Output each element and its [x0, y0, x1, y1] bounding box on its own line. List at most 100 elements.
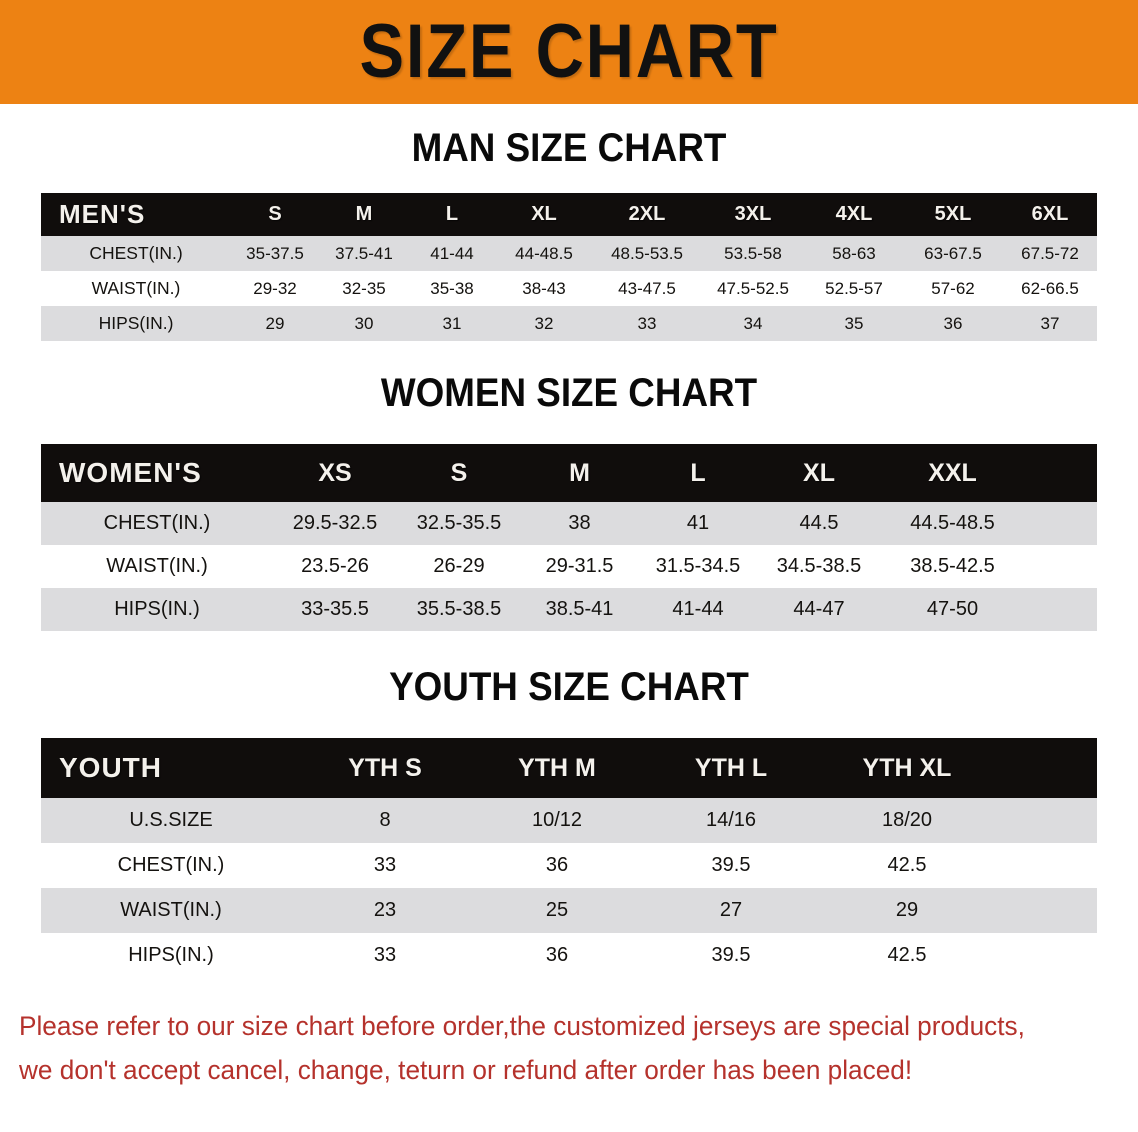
man-col-header: 2XL	[628, 203, 666, 225]
cell: 48.5-53.5	[593, 236, 701, 271]
table-row: U.S.SIZE 8 10/12 14/16 18/20	[41, 798, 1097, 843]
cell: 29-32	[231, 271, 319, 306]
row-label: WAIST(IN.)	[41, 271, 231, 306]
cell: 35-38	[409, 271, 495, 306]
cell-spacer	[1025, 588, 1097, 631]
cell: 47.5-52.5	[701, 271, 805, 306]
youth-corner-label: YOUTH	[59, 752, 162, 783]
man-table-body: MEN'S S M L XL 2XL 3XL 4XL 5XL 6XL CHEST…	[41, 193, 1097, 341]
cell: 44.5	[758, 502, 880, 545]
disclaimer-text: Please refer to our size chart before or…	[19, 1004, 1086, 1092]
women-header-row: WOMEN'S XS S M L XL XXL	[41, 444, 1097, 502]
youth-header-spacer	[997, 738, 1097, 798]
cell: 37.5-41	[319, 236, 409, 271]
cell: 42.5	[817, 933, 997, 978]
cell: 27	[645, 888, 817, 933]
cell: 44-47	[758, 588, 880, 631]
man-col-header: 5XL	[934, 203, 972, 225]
cell: 38-43	[495, 271, 593, 306]
cell: 36	[903, 306, 1003, 341]
cell: 36	[469, 933, 645, 978]
man-col-header: S	[268, 203, 282, 225]
man-header-row: MEN'S S M L XL 2XL 3XL 4XL 5XL 6XL	[41, 193, 1097, 236]
women-col-header: L	[690, 458, 706, 487]
page-title: SIZE CHART	[359, 9, 779, 94]
man-col-header: 3XL	[734, 203, 772, 225]
cell: 44-48.5	[495, 236, 593, 271]
cell: 38.5-42.5	[880, 545, 1025, 588]
cell: 58-63	[805, 236, 903, 271]
row-label: WAIST(IN.)	[41, 888, 301, 933]
women-table-body: WOMEN'S XS S M L XL XXL CHEST(IN.) 29.5-…	[41, 444, 1097, 631]
table-row: CHEST(IN.) 29.5-32.5 32.5-35.5 38 41 44.…	[41, 502, 1097, 545]
cell: 32.5-35.5	[397, 502, 521, 545]
women-size-table: WOMEN'S XS S M L XL XXL CHEST(IN.) 29.5-…	[41, 444, 1097, 631]
cell: 39.5	[645, 933, 817, 978]
cell: 43-47.5	[593, 271, 701, 306]
row-label: HIPS(IN.)	[41, 306, 231, 341]
cell-spacer	[1025, 502, 1097, 545]
row-label: CHEST(IN.)	[41, 502, 273, 545]
cell: 34.5-38.5	[758, 545, 880, 588]
table-row: HIPS(IN.) 33 36 39.5 42.5	[41, 933, 1097, 978]
cell: 32-35	[319, 271, 409, 306]
cell: 25	[469, 888, 645, 933]
cell: 35.5-38.5	[397, 588, 521, 631]
women-col-header: S	[450, 458, 468, 487]
row-label: CHEST(IN.)	[41, 843, 301, 888]
cell: 67.5-72	[1003, 236, 1097, 271]
man-col-header: M	[355, 203, 373, 225]
cell: 29	[231, 306, 319, 341]
table-row: WAIST(IN.) 23.5-26 26-29 29-31.5 31.5-34…	[41, 545, 1097, 588]
row-label: WAIST(IN.)	[41, 545, 273, 588]
youth-col-header: YTH L	[694, 753, 768, 782]
cell: 53.5-58	[701, 236, 805, 271]
table-row: WAIST(IN.) 23 25 27 29	[41, 888, 1097, 933]
cell-spacer	[997, 798, 1097, 843]
table-row: HIPS(IN.) 29 30 31 32 33 34 35 36 37	[41, 306, 1097, 341]
cell: 33	[301, 843, 469, 888]
cell: 23.5-26	[273, 545, 397, 588]
cell: 47-50	[880, 588, 1025, 631]
man-corner-label: MEN'S	[59, 199, 146, 229]
cell: 41-44	[638, 588, 758, 631]
cell: 52.5-57	[805, 271, 903, 306]
cell: 41-44	[409, 236, 495, 271]
man-col-header: L	[445, 203, 459, 225]
cell: 26-29	[397, 545, 521, 588]
disclaimer-line-1: Please refer to our size chart before or…	[19, 1011, 1025, 1041]
women-col-header: XL	[803, 458, 835, 487]
man-section-title: MAN SIZE CHART	[411, 126, 727, 170]
disclaimer-line-2: we don't accept cancel, change, teturn o…	[19, 1055, 913, 1085]
youth-col-header: YTH XL	[862, 753, 952, 782]
cell: 35	[805, 306, 903, 341]
cell: 42.5	[817, 843, 997, 888]
youth-col-header: YTH M	[518, 753, 596, 782]
man-col-header: 6XL	[1031, 203, 1069, 225]
youth-col-header: YTH S	[348, 753, 422, 782]
cell: 8	[301, 798, 469, 843]
row-label: CHEST(IN.)	[41, 236, 231, 271]
cell: 33-35.5	[273, 588, 397, 631]
page-banner: SIZE CHART	[0, 0, 1138, 104]
cell-spacer	[1025, 545, 1097, 588]
women-col-header: XS	[318, 458, 352, 487]
man-col-header: 4XL	[835, 203, 873, 225]
cell: 29.5-32.5	[273, 502, 397, 545]
women-header-spacer	[1025, 444, 1097, 502]
cell: 38	[521, 502, 638, 545]
cell: 35-37.5	[231, 236, 319, 271]
table-row: CHEST(IN.) 35-37.5 37.5-41 41-44 44-48.5…	[41, 236, 1097, 271]
cell: 32	[495, 306, 593, 341]
women-col-header: M	[569, 458, 590, 487]
cell: 39.5	[645, 843, 817, 888]
cell: 34	[701, 306, 805, 341]
cell: 62-66.5	[1003, 271, 1097, 306]
man-size-table: MEN'S S M L XL 2XL 3XL 4XL 5XL 6XL CHEST…	[41, 193, 1097, 341]
table-row: WAIST(IN.) 29-32 32-35 35-38 38-43 43-47…	[41, 271, 1097, 306]
cell: 41	[638, 502, 758, 545]
cell-spacer	[997, 888, 1097, 933]
cell: 31	[409, 306, 495, 341]
row-label: HIPS(IN.)	[41, 588, 273, 631]
cell: 29-31.5	[521, 545, 638, 588]
